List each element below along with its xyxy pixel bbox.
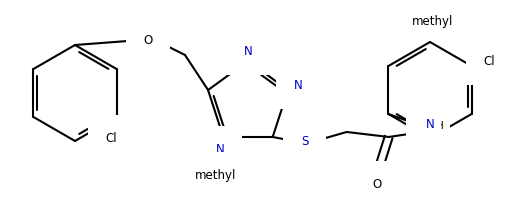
Text: O: O	[372, 178, 381, 191]
Text: N: N	[426, 118, 435, 131]
Text: Cl: Cl	[484, 54, 496, 68]
Text: N: N	[244, 45, 252, 57]
Text: O: O	[144, 33, 153, 47]
Text: H: H	[427, 119, 435, 129]
Text: methyl: methyl	[195, 169, 236, 183]
Text: Cl: Cl	[106, 132, 117, 146]
Text: methyl: methyl	[195, 169, 236, 183]
Text: methyl: methyl	[412, 15, 454, 28]
Text: N: N	[423, 117, 432, 130]
Text: H: H	[436, 121, 444, 131]
Text: N: N	[294, 79, 302, 91]
Text: S: S	[301, 135, 308, 148]
Text: N: N	[216, 144, 225, 156]
